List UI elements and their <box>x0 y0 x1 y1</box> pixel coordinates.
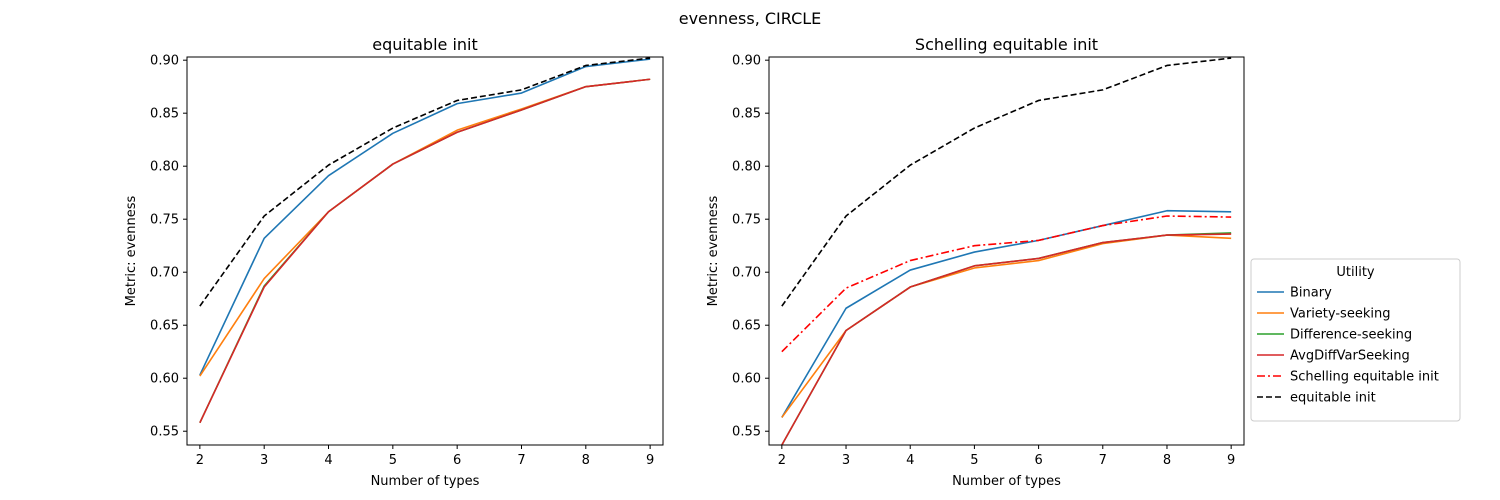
y-tick-label: 0.90 <box>732 54 761 69</box>
x-tick-label: 4 <box>324 453 332 468</box>
y-tick-label: 0.80 <box>732 160 761 175</box>
series-line-avgdiffvarseeking <box>199 78 651 424</box>
legend-label-difference-seeking: Difference-seeking <box>1290 328 1412 343</box>
series-line-binary <box>781 209 1232 418</box>
panel-title: Schelling equitable init <box>915 35 1098 54</box>
x-tick-label: 3 <box>260 453 268 468</box>
series-line-schelling-equitable-init <box>781 215 1232 353</box>
panel-title: equitable init <box>372 35 478 54</box>
y-tick-label: 0.80 <box>150 160 179 175</box>
y-tick-label: 0.75 <box>150 213 179 228</box>
x-tick-label: 9 <box>1227 453 1235 468</box>
legend-label-variety-seeking: Variety-seeking <box>1290 307 1390 322</box>
legend-label-avgdiffvarseeking: AvgDiffVarSeeking <box>1290 349 1410 364</box>
series-line-equitable-init <box>199 57 651 307</box>
x-tick-label: 8 <box>1163 453 1171 468</box>
y-tick-label: 0.60 <box>150 372 179 387</box>
y-tick-label: 0.65 <box>732 319 761 334</box>
legend-label-equitable-init: equitable init <box>1290 391 1376 406</box>
x-tick-label: 5 <box>389 453 397 468</box>
legend-label-binary: Binary <box>1290 286 1332 301</box>
series-line-variety-seeking <box>199 78 651 377</box>
series-line-avgdiffvarseeking <box>781 233 1232 445</box>
y-axis-label: Metric: evenness <box>706 195 721 306</box>
plot-frame <box>768 56 1245 446</box>
chart-panel-equitable-init: equitable init 2 3 4 5 6 7 8 9 0.55 0.60 0.65 0.70 0.… <box>124 35 664 489</box>
y-tick-label: 0.55 <box>732 425 761 440</box>
y-tick-label: 0.85 <box>150 107 179 122</box>
x-tick-label: 9 <box>646 453 654 468</box>
x-tick-label: 3 <box>842 453 850 468</box>
series-group <box>199 57 651 424</box>
figure-title: evenness, CIRCLE <box>679 9 822 28</box>
x-tick-label: 5 <box>970 453 978 468</box>
y-tick-label: 0.75 <box>732 213 761 228</box>
series-group <box>781 57 1232 445</box>
y-tick-label: 0.55 <box>150 425 179 440</box>
y-tick-label: 0.65 <box>150 319 179 334</box>
x-tick-label: 4 <box>906 453 914 468</box>
x-tick-label: 7 <box>517 453 525 468</box>
legend: Utility Binary Variety-seeking Difference-s… <box>1250 258 1461 422</box>
x-tick-label: 6 <box>453 453 461 468</box>
x-axis-label: Number of types <box>952 474 1061 489</box>
legend-label-schelling-equitable-init: Schelling equitable init <box>1290 370 1439 385</box>
y-tick-label: 0.60 <box>732 372 761 387</box>
series-line-difference-seeking <box>199 78 651 424</box>
x-tick-label: 7 <box>1099 453 1107 468</box>
x-tick-label: 8 <box>582 453 590 468</box>
x-tick-label: 2 <box>778 453 786 468</box>
x-tick-label: 2 <box>196 453 204 468</box>
plot-frame <box>186 56 664 446</box>
y-axis-label: Metric: evenness <box>124 195 139 306</box>
legend-frame <box>1250 258 1461 422</box>
chart-panel-schelling-equitable-init: Schelling equitable init 2 3 4 5 6 7 8 9 0.55 0.60… <box>706 35 1245 489</box>
y-tick-label: 0.70 <box>732 266 761 281</box>
x-axis-label: Number of types <box>371 474 480 489</box>
y-tick-label: 0.85 <box>732 107 761 122</box>
series-line-binary <box>199 58 651 376</box>
y-tick-label: 0.90 <box>150 54 179 69</box>
series-line-equitable-init <box>781 57 1232 307</box>
x-tick-label: 6 <box>1034 453 1042 468</box>
legend-title: Utility <box>1336 265 1375 280</box>
y-tick-label: 0.70 <box>150 266 179 281</box>
